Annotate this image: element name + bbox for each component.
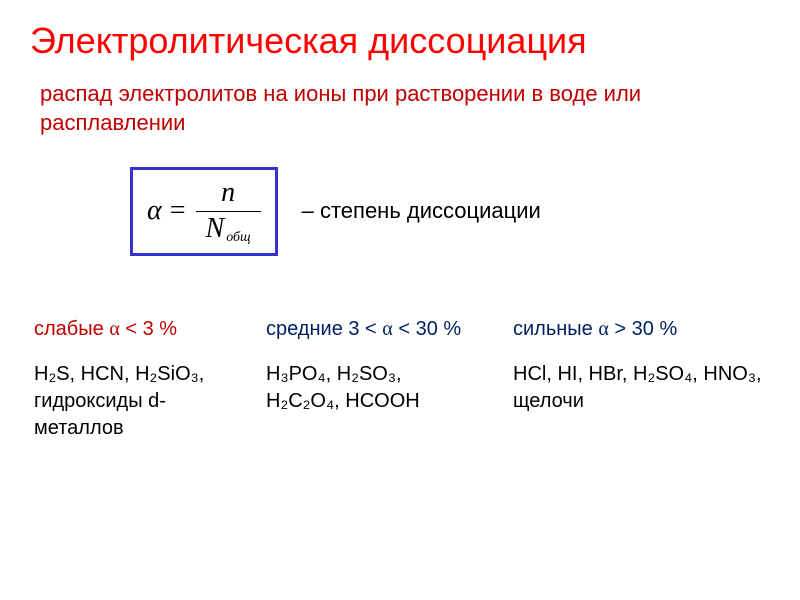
formula-denominator: N общ [196,211,261,245]
formula-equals: = [170,195,186,227]
medium-examples-1: H₃PO₄, H₂SO₃, [266,361,501,388]
definition-text: распад электролитов на ионы при растворе… [40,80,770,137]
category-weak: слабые α < 3 % H₂S, HCN, H₂SiO₃, гидрокс… [34,316,254,442]
strong-heading-prefix: сильные [513,318,598,340]
strong-alpha: α [598,318,608,340]
medium-examples-2: H₂C₂O₄, HCOOH [266,388,501,415]
formula-alpha: α [147,195,162,227]
medium-heading: средние 3 < α < 30 % [266,316,501,343]
category-medium: средние 3 < α < 30 % H₃PO₄, H₂SO₃, H₂C₂O… [266,316,501,442]
weak-alpha: α [109,318,119,340]
weak-heading-suffix: < 3 % [120,318,177,340]
strong-heading-suffix: > 30 % [609,318,677,340]
medium-heading-prefix: средние 3 < [266,318,382,340]
formula-row: α = n N общ – степень диссоциации [130,167,770,256]
formula-box: α = n N общ [130,167,278,256]
slide-title: Электролитическая диссоциация [30,20,770,62]
strong-heading: сильные α > 30 % [513,316,770,343]
weak-examples-1: H₂S, HCN, H₂SiO₃, [34,361,254,388]
weak-heading-prefix: слабые [34,318,109,340]
medium-alpha: α [382,318,392,340]
formula-denominator-var: N [206,214,225,245]
formula-numerator: n [203,178,253,211]
strong-examples-1: HCl, HI, HBr, H₂SO₄, HNO₃, щелочи [513,361,770,415]
categories-row: слабые α < 3 % H₂S, HCN, H₂SiO₃, гидрокс… [34,316,770,442]
category-strong: сильные α > 30 % HCl, HI, HBr, H₂SO₄, HN… [513,316,770,442]
formula-label: – степень диссоциации [302,198,541,224]
weak-heading: слабые α < 3 % [34,316,254,343]
formula-denominator-sub: общ [226,230,250,245]
formula-fraction: n N общ [196,178,261,245]
medium-heading-suffix: < 30 % [393,318,461,340]
weak-examples-2: гидроксиды d-металлов [34,388,254,442]
